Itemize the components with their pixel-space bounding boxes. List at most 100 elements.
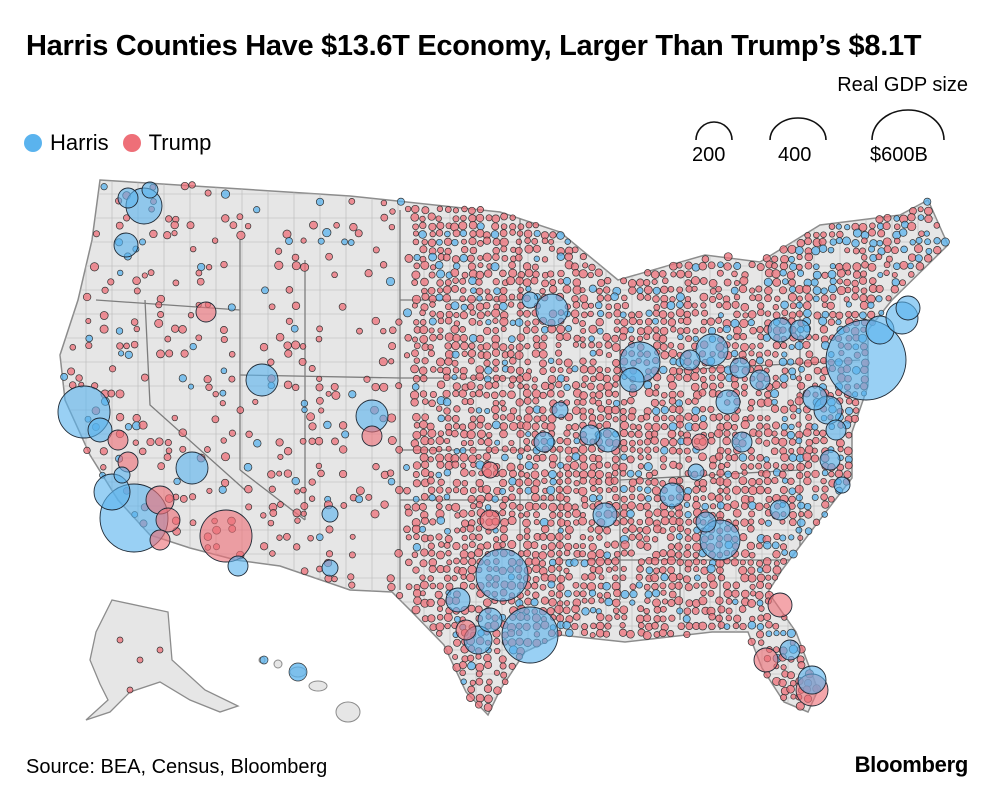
county-bubble-trump: [372, 463, 380, 471]
county-bubble-trump: [741, 549, 750, 558]
county-bubble-trump: [741, 486, 750, 494]
county-bubble-trump: [709, 374, 716, 382]
county-bubble-harris: [629, 590, 638, 599]
county-bubble-trump: [452, 229, 461, 238]
county-bubble-trump: [794, 484, 804, 494]
county-bubble-trump: [748, 510, 756, 518]
county-bubble-trump: [716, 364, 726, 374]
county-bubble-trump: [587, 535, 594, 542]
county-bubble-trump: [594, 268, 603, 277]
county-bubble-trump: [141, 272, 148, 279]
county-bubble-trump: [468, 237, 477, 246]
county-bubble-trump: [668, 414, 676, 422]
county-bubble-trump: [628, 335, 635, 342]
county-bubble-harris: [604, 597, 613, 607]
metro-bubble-harris: [825, 419, 847, 441]
county-bubble-trump: [674, 596, 684, 606]
county-bubble-trump: [796, 446, 805, 456]
county-bubble-trump: [498, 655, 507, 664]
county-bubble-trump: [300, 486, 307, 494]
county-bubble-trump: [412, 238, 420, 246]
county-bubble-harris: [635, 581, 643, 589]
county-bubble-trump: [467, 551, 476, 559]
county-bubble-trump: [515, 238, 523, 245]
county-bubble-trump: [748, 398, 756, 407]
county-bubble-trump: [786, 685, 795, 694]
county-bubble-trump: [516, 333, 525, 342]
county-bubble-harris: [747, 620, 757, 630]
county-bubble-trump: [564, 252, 573, 262]
county-bubble-trump: [458, 389, 467, 398]
county-bubble-trump: [722, 301, 732, 311]
county-bubble-trump: [405, 534, 412, 541]
county-bubble-trump: [875, 215, 884, 224]
county-bubble-trump: [715, 413, 724, 421]
county-bubble-trump: [285, 317, 293, 325]
county-bubble-trump: [605, 303, 612, 311]
county-bubble-trump: [564, 470, 573, 478]
county-bubble-trump: [772, 380, 781, 390]
county-bubble-trump: [523, 229, 533, 239]
county-bubble-trump: [540, 469, 549, 478]
county-bubble-harris: [459, 254, 468, 263]
county-bubble-trump: [418, 503, 427, 511]
county-bubble-trump: [508, 485, 515, 492]
county-bubble-trump: [467, 495, 476, 504]
county-bubble-trump: [890, 285, 899, 294]
county-bubble-harris: [548, 470, 557, 479]
county-bubble-trump: [675, 405, 684, 414]
county-bubble-trump: [588, 444, 596, 453]
county-bubble-harris: [782, 278, 789, 285]
county-bubble-trump: [612, 374, 621, 383]
county-bubble-trump: [499, 229, 508, 237]
county-bubble-trump: [861, 261, 869, 269]
county-bubble-trump: [531, 557, 540, 566]
county-bubble-trump: [610, 476, 619, 485]
county-bubble-trump: [691, 414, 700, 423]
county-bubble-trump: [748, 350, 755, 357]
county-bubble-harris: [485, 319, 492, 326]
county-bubble-harris: [188, 383, 194, 390]
county-bubble-trump: [429, 230, 436, 238]
county-bubble-harris: [508, 477, 517, 486]
county-bubble-trump: [693, 582, 700, 589]
county-bubble-trump: [660, 509, 669, 518]
county-bubble-trump: [790, 413, 797, 420]
county-bubble-trump: [573, 334, 581, 343]
county-bubble-trump: [269, 509, 278, 517]
county-bubble-trump: [676, 269, 686, 279]
county-bubble-harris: [530, 598, 539, 607]
county-bubble-trump: [810, 454, 820, 463]
county-bubble-trump: [557, 390, 565, 398]
county-bubble-trump: [819, 325, 829, 334]
county-bubble-trump: [612, 390, 619, 398]
county-bubble-trump: [611, 455, 620, 464]
county-bubble-trump: [460, 573, 467, 580]
county-bubble-harris: [516, 453, 524, 460]
county-bubble-trump: [604, 294, 612, 302]
county-bubble-harris: [341, 238, 348, 246]
county-bubble-trump: [138, 447, 147, 456]
county-bubble-trump: [676, 524, 685, 533]
county-bubble-trump: [468, 342, 476, 350]
county-bubble-trump: [178, 325, 187, 334]
county-bubble-trump: [269, 550, 276, 557]
county-bubble-trump: [515, 398, 524, 407]
county-bubble-trump: [403, 352, 411, 359]
county-bubble-trump: [499, 541, 506, 549]
county-bubble-trump: [412, 461, 422, 470]
county-bubble-harris: [780, 630, 787, 637]
county-bubble-trump: [419, 420, 428, 429]
county-bubble-harris: [722, 324, 731, 334]
county-bubble-harris: [173, 477, 181, 486]
county-bubble-trump: [484, 381, 493, 390]
county-bubble-trump: [411, 294, 422, 304]
county-bubble-trump: [466, 381, 476, 391]
county-bubble-harris: [514, 318, 524, 327]
county-bubble-harris: [795, 494, 803, 502]
county-bubble-trump: [565, 572, 573, 581]
county-bubble-trump: [436, 605, 444, 612]
county-bubble-trump: [220, 260, 228, 269]
county-bubble-trump: [763, 502, 770, 509]
county-bubble-trump: [860, 287, 868, 295]
